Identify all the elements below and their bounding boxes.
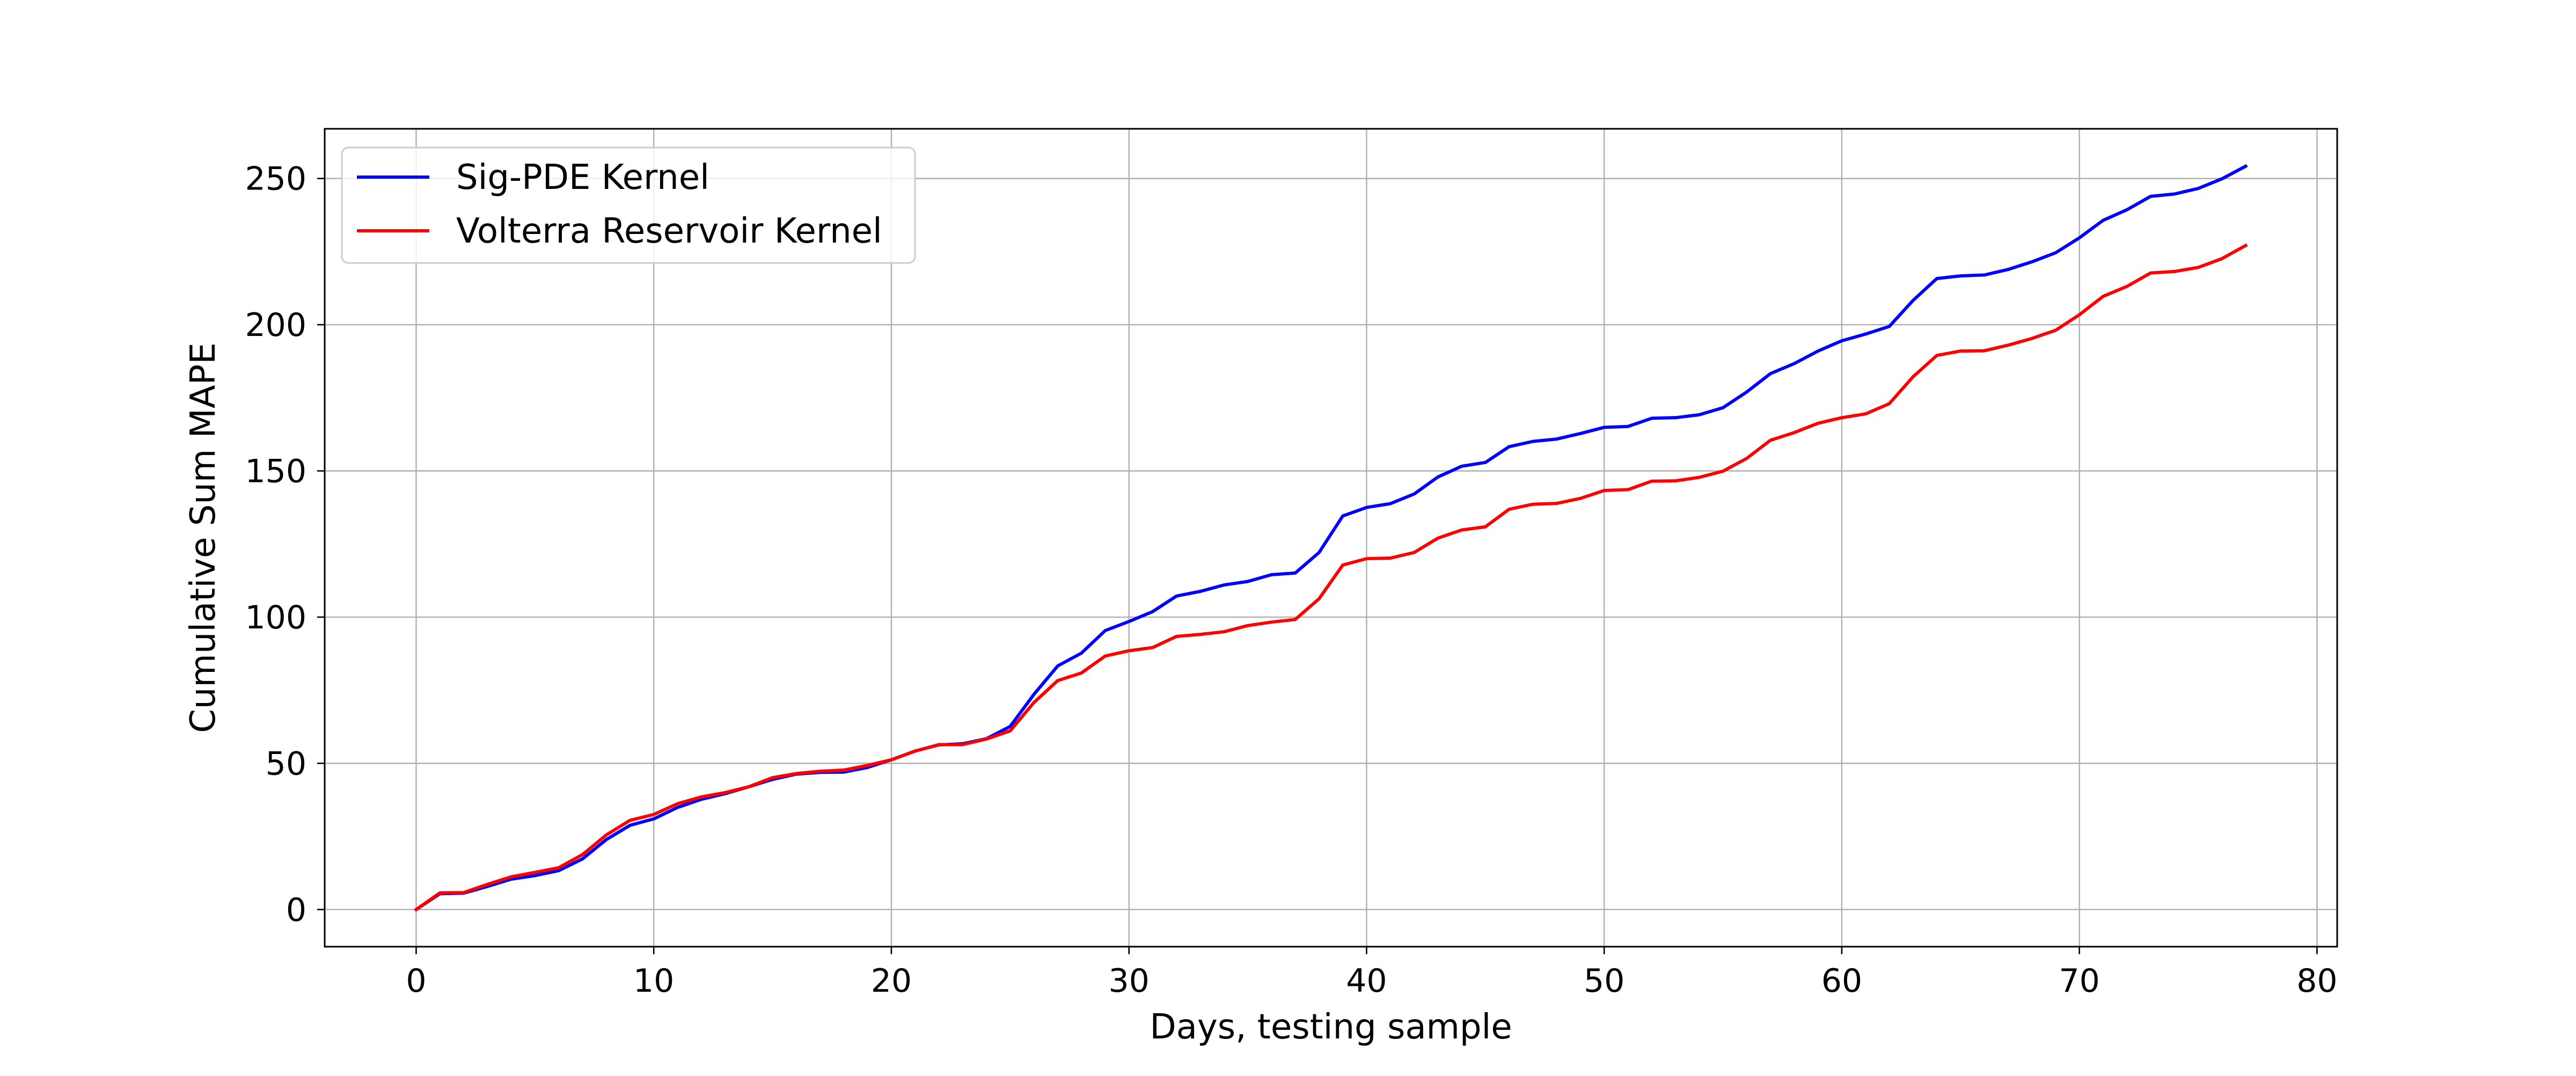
y-tick-label: 100 xyxy=(245,599,306,636)
y-tick-label: 50 xyxy=(266,745,306,782)
legend: Sig-PDE Kernel Volterra Reservoir Kernel xyxy=(341,147,916,264)
y-tick-label: 250 xyxy=(245,160,306,198)
x-tick-label: 80 xyxy=(2296,962,2337,1000)
legend-label: Sig-PDE Kernel xyxy=(456,158,709,197)
x-tick-label: 50 xyxy=(1584,962,1624,1000)
y-axis-label: Cumulative Sum MAPE xyxy=(184,342,223,733)
y-tick-label: 0 xyxy=(286,891,306,929)
legend-label: Volterra Reservoir Kernel xyxy=(456,211,882,251)
x-tick-label: 20 xyxy=(871,962,912,1000)
axis-ticks: 0 10 20 30 40 50 60 70 80 0 50 100 150 200 250 xyxy=(245,160,2337,1000)
x-tick-label: 60 xyxy=(1821,962,1862,1000)
plot-lines xyxy=(414,164,2248,912)
x-tick-label: 10 xyxy=(633,962,674,1000)
x-tick-label: 0 xyxy=(406,962,426,1000)
x-tick-label: 70 xyxy=(2059,962,2099,1000)
y-tick-label: 200 xyxy=(245,306,306,344)
grid xyxy=(325,129,2337,947)
x-tick-label: 30 xyxy=(1108,962,1149,1000)
x-tick-label: 40 xyxy=(1346,962,1387,1000)
y-tick-label: 150 xyxy=(245,452,306,490)
series-line-volterra-reservoir-kernel xyxy=(414,243,2248,912)
legend-box xyxy=(341,147,916,264)
x-axis-label: Days, testing sample xyxy=(1150,1007,1512,1047)
plot-frame xyxy=(324,128,2338,948)
